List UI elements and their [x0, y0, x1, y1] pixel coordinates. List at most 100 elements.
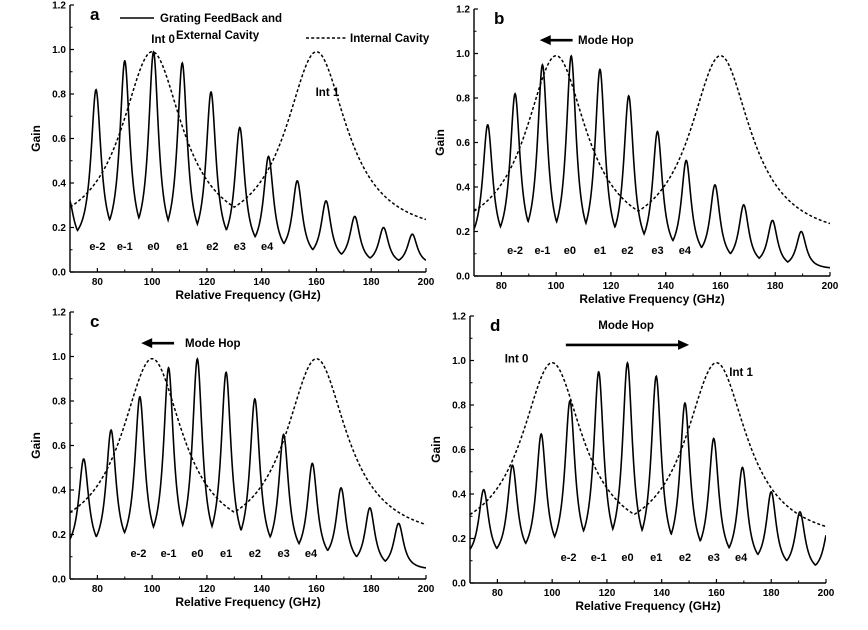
x-tick-label: 160: [708, 588, 725, 599]
y-tick-label: 0.0: [456, 272, 470, 283]
x-tick-label: 100: [548, 281, 565, 292]
y-tick-label: 0.0: [452, 579, 466, 590]
y-tick-label: 0.6: [52, 441, 66, 452]
mode-label-e2: e2: [206, 241, 218, 253]
mode-label-e-1: e-1: [161, 548, 177, 560]
chart-panel-c: 0.0 0.2 0.4 0.6 0.8 1.0 1.2 80 100 120 140 160 180 20…: [29, 308, 435, 610]
x-tick-label: 120: [599, 588, 616, 599]
x-tick-label: 180: [763, 588, 780, 599]
y-tick-label: 0.8: [52, 90, 66, 101]
mode-label-e3: e3: [234, 241, 246, 253]
y-tick-label: 1.0: [52, 45, 66, 56]
mode-label-e0: e0: [564, 245, 576, 257]
x-tick-label: 200: [818, 588, 835, 599]
mode-label-e-1: e-1: [535, 245, 551, 257]
y-tick-label: 0.0: [52, 268, 66, 279]
mode-hop-arrow-head: [141, 338, 153, 349]
y-tick-label: 0.8: [52, 397, 66, 408]
mode-hop-arrow-head: [678, 339, 690, 350]
y-axis-label: Gain: [29, 432, 43, 459]
mode-label-e-2: e-2: [89, 241, 105, 253]
x-tick-label: 160: [308, 584, 325, 595]
mode-label-e1: e1: [650, 552, 662, 564]
mode-label-e0: e0: [147, 241, 159, 253]
x-tick-label: 180: [363, 277, 380, 288]
panel-letter: a: [90, 5, 100, 24]
y-tick-label: 0.6: [452, 445, 466, 456]
y-tick-label: 0.2: [52, 530, 66, 541]
x-tick-label: 160: [308, 277, 325, 288]
mode-label-e2: e2: [249, 548, 261, 560]
x-tick-label: 140: [657, 281, 674, 292]
annotation-int-1: Int 1: [316, 87, 340, 99]
y-tick-label: 0.2: [52, 223, 66, 234]
series-line-internal-cavity: [70, 357, 426, 526]
mode-hop-label: Mode Hop: [578, 35, 634, 47]
y-tick-label: 1.2: [52, 308, 66, 319]
x-tick-label: 100: [544, 588, 561, 599]
mode-label-e3: e3: [708, 552, 720, 564]
y-tick-label: 1.0: [452, 356, 466, 367]
x-tick-label: 100: [144, 277, 161, 288]
y-tick-label: 0.2: [452, 534, 466, 545]
y-tick-label: 0.0: [52, 575, 66, 586]
x-axis-label: Relative Frequency (GHz): [175, 288, 320, 302]
mode-label-e-2: e-2: [561, 552, 577, 564]
mode-hop-label: Mode Hop: [185, 338, 241, 350]
y-tick-label: 0.4: [452, 490, 466, 501]
legend-label-dashed: Internal Cavity: [350, 33, 430, 45]
y-tick-label: 0.4: [52, 486, 66, 497]
series-line-internal-cavity: [470, 361, 826, 528]
x-tick-label: 80: [496, 281, 508, 292]
mode-hop-arrow-head: [539, 35, 551, 46]
mode-label-e4: e4: [679, 245, 692, 257]
annotation-int-0: Int 0: [151, 34, 175, 46]
chart-panel-b: 0.0 0.2 0.4 0.6 0.8 1.0 1.2 80 100 120 140 160 180 20…: [433, 5, 839, 307]
mode-hop-label: Mode Hop: [598, 320, 654, 332]
mode-label-e4: e4: [261, 241, 274, 253]
x-axis-label: Relative Frequency (GHz): [579, 292, 724, 306]
x-tick-label: 140: [253, 277, 270, 288]
chart-panel-a: 0.0 0.2 0.4 0.6 0.8 1.0 1.2 80 100 120 140 160 180 20…: [29, 1, 435, 303]
panel-letter: c: [90, 312, 99, 331]
x-tick-label: 200: [822, 281, 839, 292]
series-line-internal-cavity: [70, 50, 426, 221]
x-tick-label: 80: [492, 588, 504, 599]
annotation-int-0: Int 0: [505, 354, 529, 366]
y-tick-label: 1.2: [452, 312, 466, 323]
x-tick-label: 180: [767, 281, 784, 292]
x-tick-label: 80: [92, 277, 104, 288]
y-tick-label: 0.8: [456, 94, 470, 105]
x-tick-label: 120: [199, 277, 216, 288]
y-tick-label: 0.4: [52, 179, 66, 190]
mode-label-e0: e0: [191, 548, 203, 560]
x-tick-label: 80: [92, 584, 104, 595]
y-tick-label: 1.2: [456, 5, 470, 16]
x-tick-label: 160: [712, 281, 729, 292]
x-tick-label: 100: [144, 584, 161, 595]
x-tick-label: 140: [653, 588, 670, 599]
series-line-internal-cavity: [474, 54, 830, 225]
y-tick-label: 0.6: [456, 138, 470, 149]
y-axis-label: Gain: [429, 436, 443, 463]
mode-label-e-1: e-1: [117, 241, 133, 253]
series-line-external-cavity: [470, 361, 826, 566]
x-tick-label: 180: [363, 584, 380, 595]
mode-label-e3: e3: [277, 548, 289, 560]
mode-label-e2: e2: [679, 552, 691, 564]
legend: Grating FeedBack and External Cavity Inter…: [120, 13, 430, 45]
mode-label-e3: e3: [651, 245, 663, 257]
y-tick-label: 1.0: [52, 352, 66, 363]
x-axis-label: Relative Frequency (GHz): [575, 599, 720, 613]
y-tick-label: 0.8: [452, 401, 466, 412]
legend-label-solid-line2: External Cavity: [176, 30, 260, 42]
annotation-int-1: Int 1: [729, 367, 753, 379]
y-tick-label: 0.6: [52, 134, 66, 145]
mode-label-e0: e0: [621, 552, 633, 564]
mode-label-e1: e1: [594, 245, 606, 257]
x-tick-label: 140: [253, 584, 270, 595]
series-line-external-cavity: [70, 50, 426, 262]
x-tick-label: 200: [418, 584, 435, 595]
panel-letter: d: [490, 316, 500, 335]
